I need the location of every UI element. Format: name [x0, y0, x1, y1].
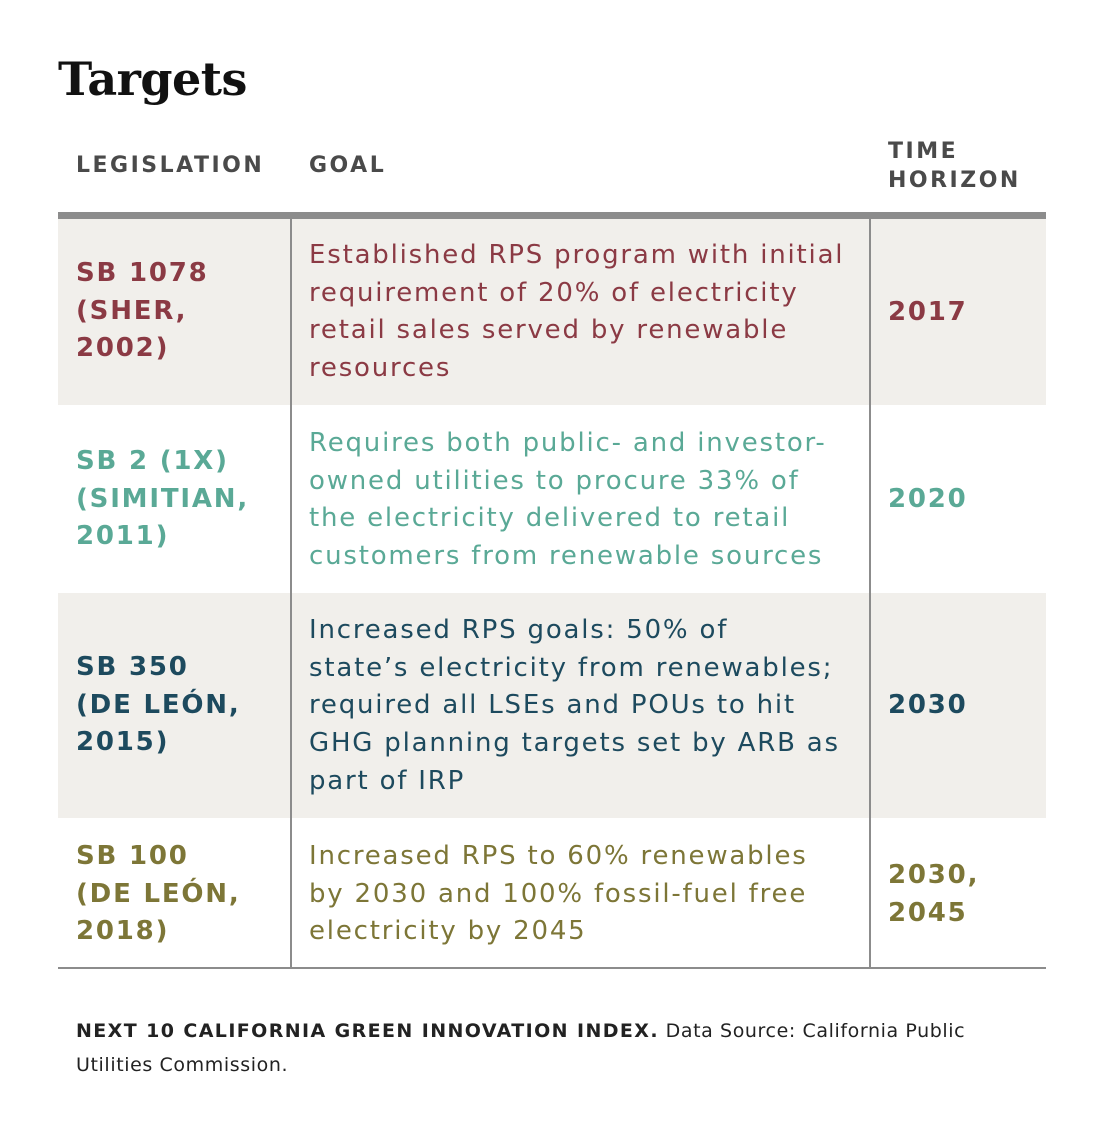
- source-note: NEXT 10 CALIFORNIA GREEN INNOVATION INDE…: [76, 1014, 1006, 1082]
- column-header-time-line1: TIME: [888, 139, 959, 164]
- column-header-goal: GOAL: [309, 153, 387, 178]
- goal-line: electricity by 2045: [309, 916, 587, 947]
- time-horizon-cell: 2030: [888, 687, 968, 725]
- legislation-cell: SB 100 (DE LEÓN, 2018): [76, 838, 241, 951]
- time-horizon-line: 2030,: [888, 860, 980, 890]
- time-horizon-cell: 2020: [888, 481, 968, 519]
- legislation-line: SB 2 (1X): [76, 446, 229, 476]
- goal-line: required all LSEs and POUs to hit: [309, 690, 796, 721]
- goal-line: requirement of 20% of electricity: [309, 277, 799, 308]
- targets-table: SB 1078 (SHER, 2002) Established RPS pro…: [58, 219, 1046, 968]
- table-row: SB 350 (DE LEÓN, 2015) Increased RPS goa…: [58, 593, 1046, 818]
- goal-line: GHG planning targets set by ARB as: [309, 728, 840, 759]
- legislation-line: SB 350: [76, 652, 189, 682]
- column-divider: [869, 219, 871, 969]
- goal-line: the electricity delivered to retail: [309, 503, 791, 534]
- legislation-line: (SHER,: [76, 295, 188, 326]
- time-horizon-line: 2045: [888, 897, 968, 928]
- legislation-line: 2018): [76, 916, 170, 947]
- goal-line: by 2030 and 100% fossil-fuel free: [309, 878, 808, 909]
- column-header-legislation: LEGISLATION: [76, 153, 265, 178]
- source-publisher: NEXT 10 CALIFORNIA GREEN INNOVATION INDE…: [76, 1020, 659, 1042]
- goal-line: Increased RPS goals: 50% of: [309, 615, 729, 645]
- goal-line: part of IRP: [309, 765, 466, 796]
- legislation-cell: SB 1078 (SHER, 2002): [76, 255, 209, 368]
- legislation-line: (SIMITIAN,: [76, 483, 249, 514]
- legislation-cell: SB 2 (1X) (SIMITIAN, 2011): [76, 443, 249, 556]
- page-title: Targets: [58, 52, 247, 106]
- time-horizon-cell: 2030, 2045: [888, 857, 979, 932]
- goal-line: retail sales served by renewable: [309, 315, 789, 346]
- goal-line: Established RPS program with initial: [309, 240, 845, 270]
- goal-cell: Increased RPS goals: 50% of state’s elec…: [309, 612, 869, 801]
- time-horizon-line: 2030: [888, 690, 968, 720]
- source-text: Data Source: California Public Utilities…: [76, 1020, 966, 1076]
- legislation-line: SB 1078: [76, 258, 209, 288]
- legislation-line: 2002): [76, 333, 170, 364]
- time-horizon-line: 2017: [888, 297, 968, 327]
- table-row: SB 1078 (SHER, 2002) Established RPS pro…: [58, 219, 1046, 405]
- goal-cell: Increased RPS to 60% renewables by 2030 …: [309, 838, 869, 951]
- column-header-time-line2: HORIZON: [888, 168, 1021, 193]
- column-header-time-horizon: TIME HORIZON: [888, 137, 1048, 195]
- goal-cell: Established RPS program with initial req…: [309, 237, 869, 388]
- legislation-line: 2011): [76, 521, 170, 552]
- goal-line: customers from renewable sources: [309, 541, 824, 572]
- table-top-rule: [58, 212, 1046, 219]
- time-horizon-line: 2020: [888, 484, 968, 514]
- column-divider: [290, 219, 292, 969]
- table-row: SB 100 (DE LEÓN, 2018) Increased RPS to …: [58, 818, 1046, 968]
- legislation-line: (DE LEÓN,: [76, 878, 241, 909]
- table-row: SB 2 (1X) (SIMITIAN, 2011) Requires both…: [58, 405, 1046, 593]
- time-horizon-cell: 2017: [888, 294, 968, 332]
- goal-line: state’s electricity from renewables;: [309, 652, 834, 683]
- goal-cell: Requires both public- and investor- owne…: [309, 425, 869, 576]
- goal-line: owned utilities to procure 33% of: [309, 465, 800, 496]
- goal-line: Requires both public- and investor-: [309, 428, 827, 458]
- legislation-cell: SB 350 (DE LEÓN, 2015): [76, 649, 241, 762]
- goal-line: Increased RPS to 60% renewables: [309, 841, 808, 871]
- table-bottom-rule: [58, 967, 1046, 969]
- legislation-line: (DE LEÓN,: [76, 689, 241, 720]
- legislation-line: SB 100: [76, 841, 189, 871]
- goal-line: resources: [309, 353, 452, 384]
- legislation-line: 2015): [76, 727, 170, 758]
